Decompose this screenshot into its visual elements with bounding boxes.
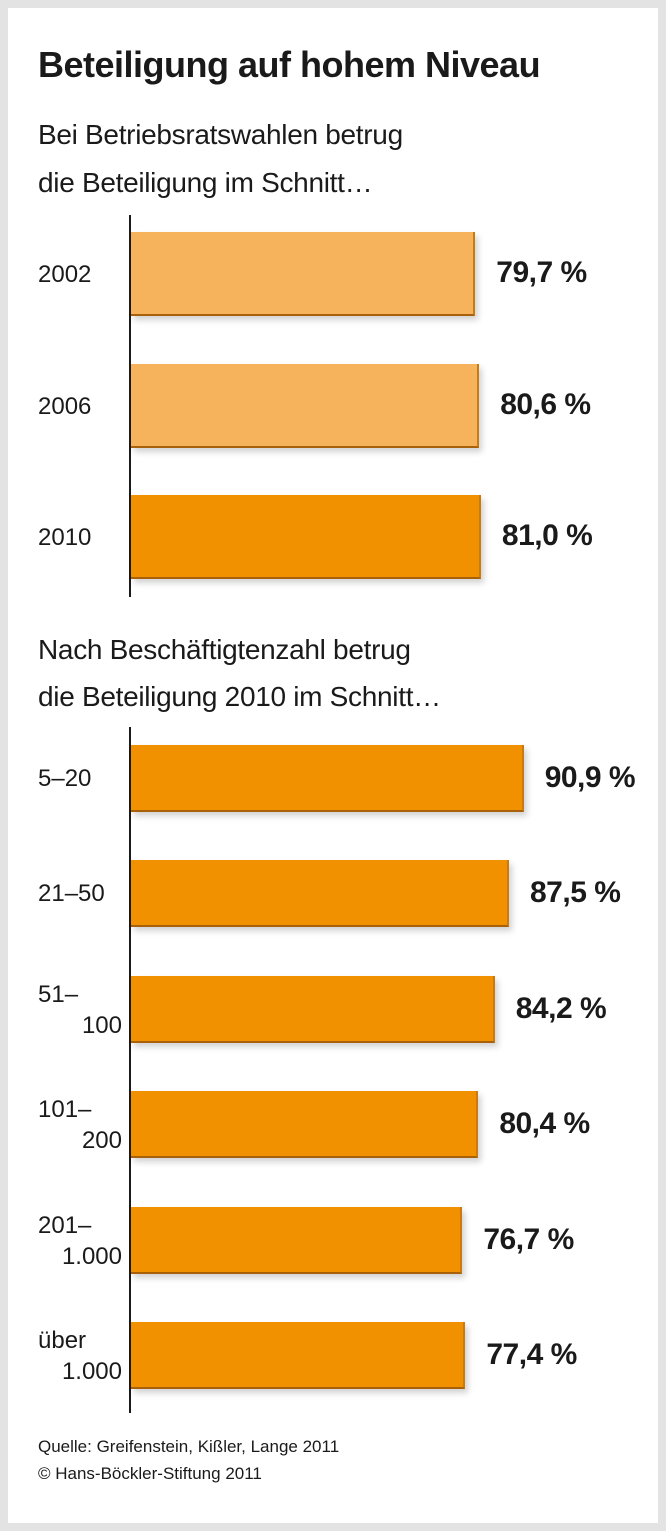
bar: [131, 745, 524, 812]
chart1-subtitle-line1: Bei Betriebsratswahlen betrug: [38, 119, 403, 150]
source-note: Quelle: Greifenstein, Kißler, Lange 2011: [38, 1437, 340, 1456]
value-label: 87,5 %: [530, 875, 621, 909]
category-label: 101– 200: [38, 1094, 122, 1156]
category-label: 2006: [38, 391, 122, 422]
bar: [131, 364, 480, 448]
bar: [131, 1207, 463, 1274]
chart-title: Beteiligung auf hohem Niveau: [38, 44, 541, 85]
bar: [131, 495, 481, 579]
category-label: 21–50: [38, 878, 122, 909]
category-label: 2010: [38, 522, 122, 553]
chart2-axis: [129, 727, 131, 1413]
bar: [131, 232, 476, 316]
value-label: 77,4 %: [486, 1337, 577, 1371]
category-label-line: 2010: [38, 523, 92, 551]
category-label-line: 1.000: [61, 1242, 122, 1270]
copyright-note: © Hans-Böckler-Stiftung 2011: [38, 1464, 262, 1483]
category-label: 201– 1.000: [38, 1210, 122, 1272]
chart1-subtitle-line2: die Beteiligung im Schnitt…: [38, 167, 373, 198]
value-label: 76,7 %: [483, 1222, 574, 1256]
value-label: 80,4 %: [499, 1106, 590, 1140]
chart1-axis: [129, 215, 131, 597]
chart2-subtitle-line1: Nach Beschäftigtenzahl betrug: [38, 634, 411, 665]
value-label: 79,7 %: [496, 256, 587, 289]
category-label-line: 101–: [38, 1095, 92, 1123]
category-label-line: 1.000: [61, 1357, 122, 1385]
category-label: 51– 100: [38, 979, 122, 1041]
value-label: 80,6 %: [500, 388, 591, 421]
chart2-subtitle-line2: die Beteiligung 2010 im Schnitt…: [38, 681, 441, 712]
bar: [131, 860, 509, 927]
category-label-line: 201–: [38, 1211, 92, 1239]
category-label-line: 21–50: [38, 880, 105, 907]
category-label: 5–20: [38, 763, 122, 794]
category-label-line: 100: [81, 1011, 122, 1039]
bar: [131, 976, 495, 1043]
category-label: 2002: [38, 259, 122, 290]
value-label: 84,2 %: [515, 991, 607, 1025]
category-label-line: 2002: [38, 260, 92, 288]
category-label-line: 51–: [38, 980, 79, 1008]
value-label: 81,0 %: [501, 519, 593, 552]
category-label-line: 200: [81, 1126, 122, 1154]
bar: [131, 1091, 479, 1158]
category-label: über 1.000: [38, 1325, 122, 1387]
bar: [131, 1322, 466, 1389]
category-label-line: 2006: [38, 392, 92, 420]
value-label: 90,9 %: [544, 760, 636, 794]
category-label-line: 5–20: [38, 765, 92, 792]
category-label-line: über: [38, 1326, 87, 1354]
